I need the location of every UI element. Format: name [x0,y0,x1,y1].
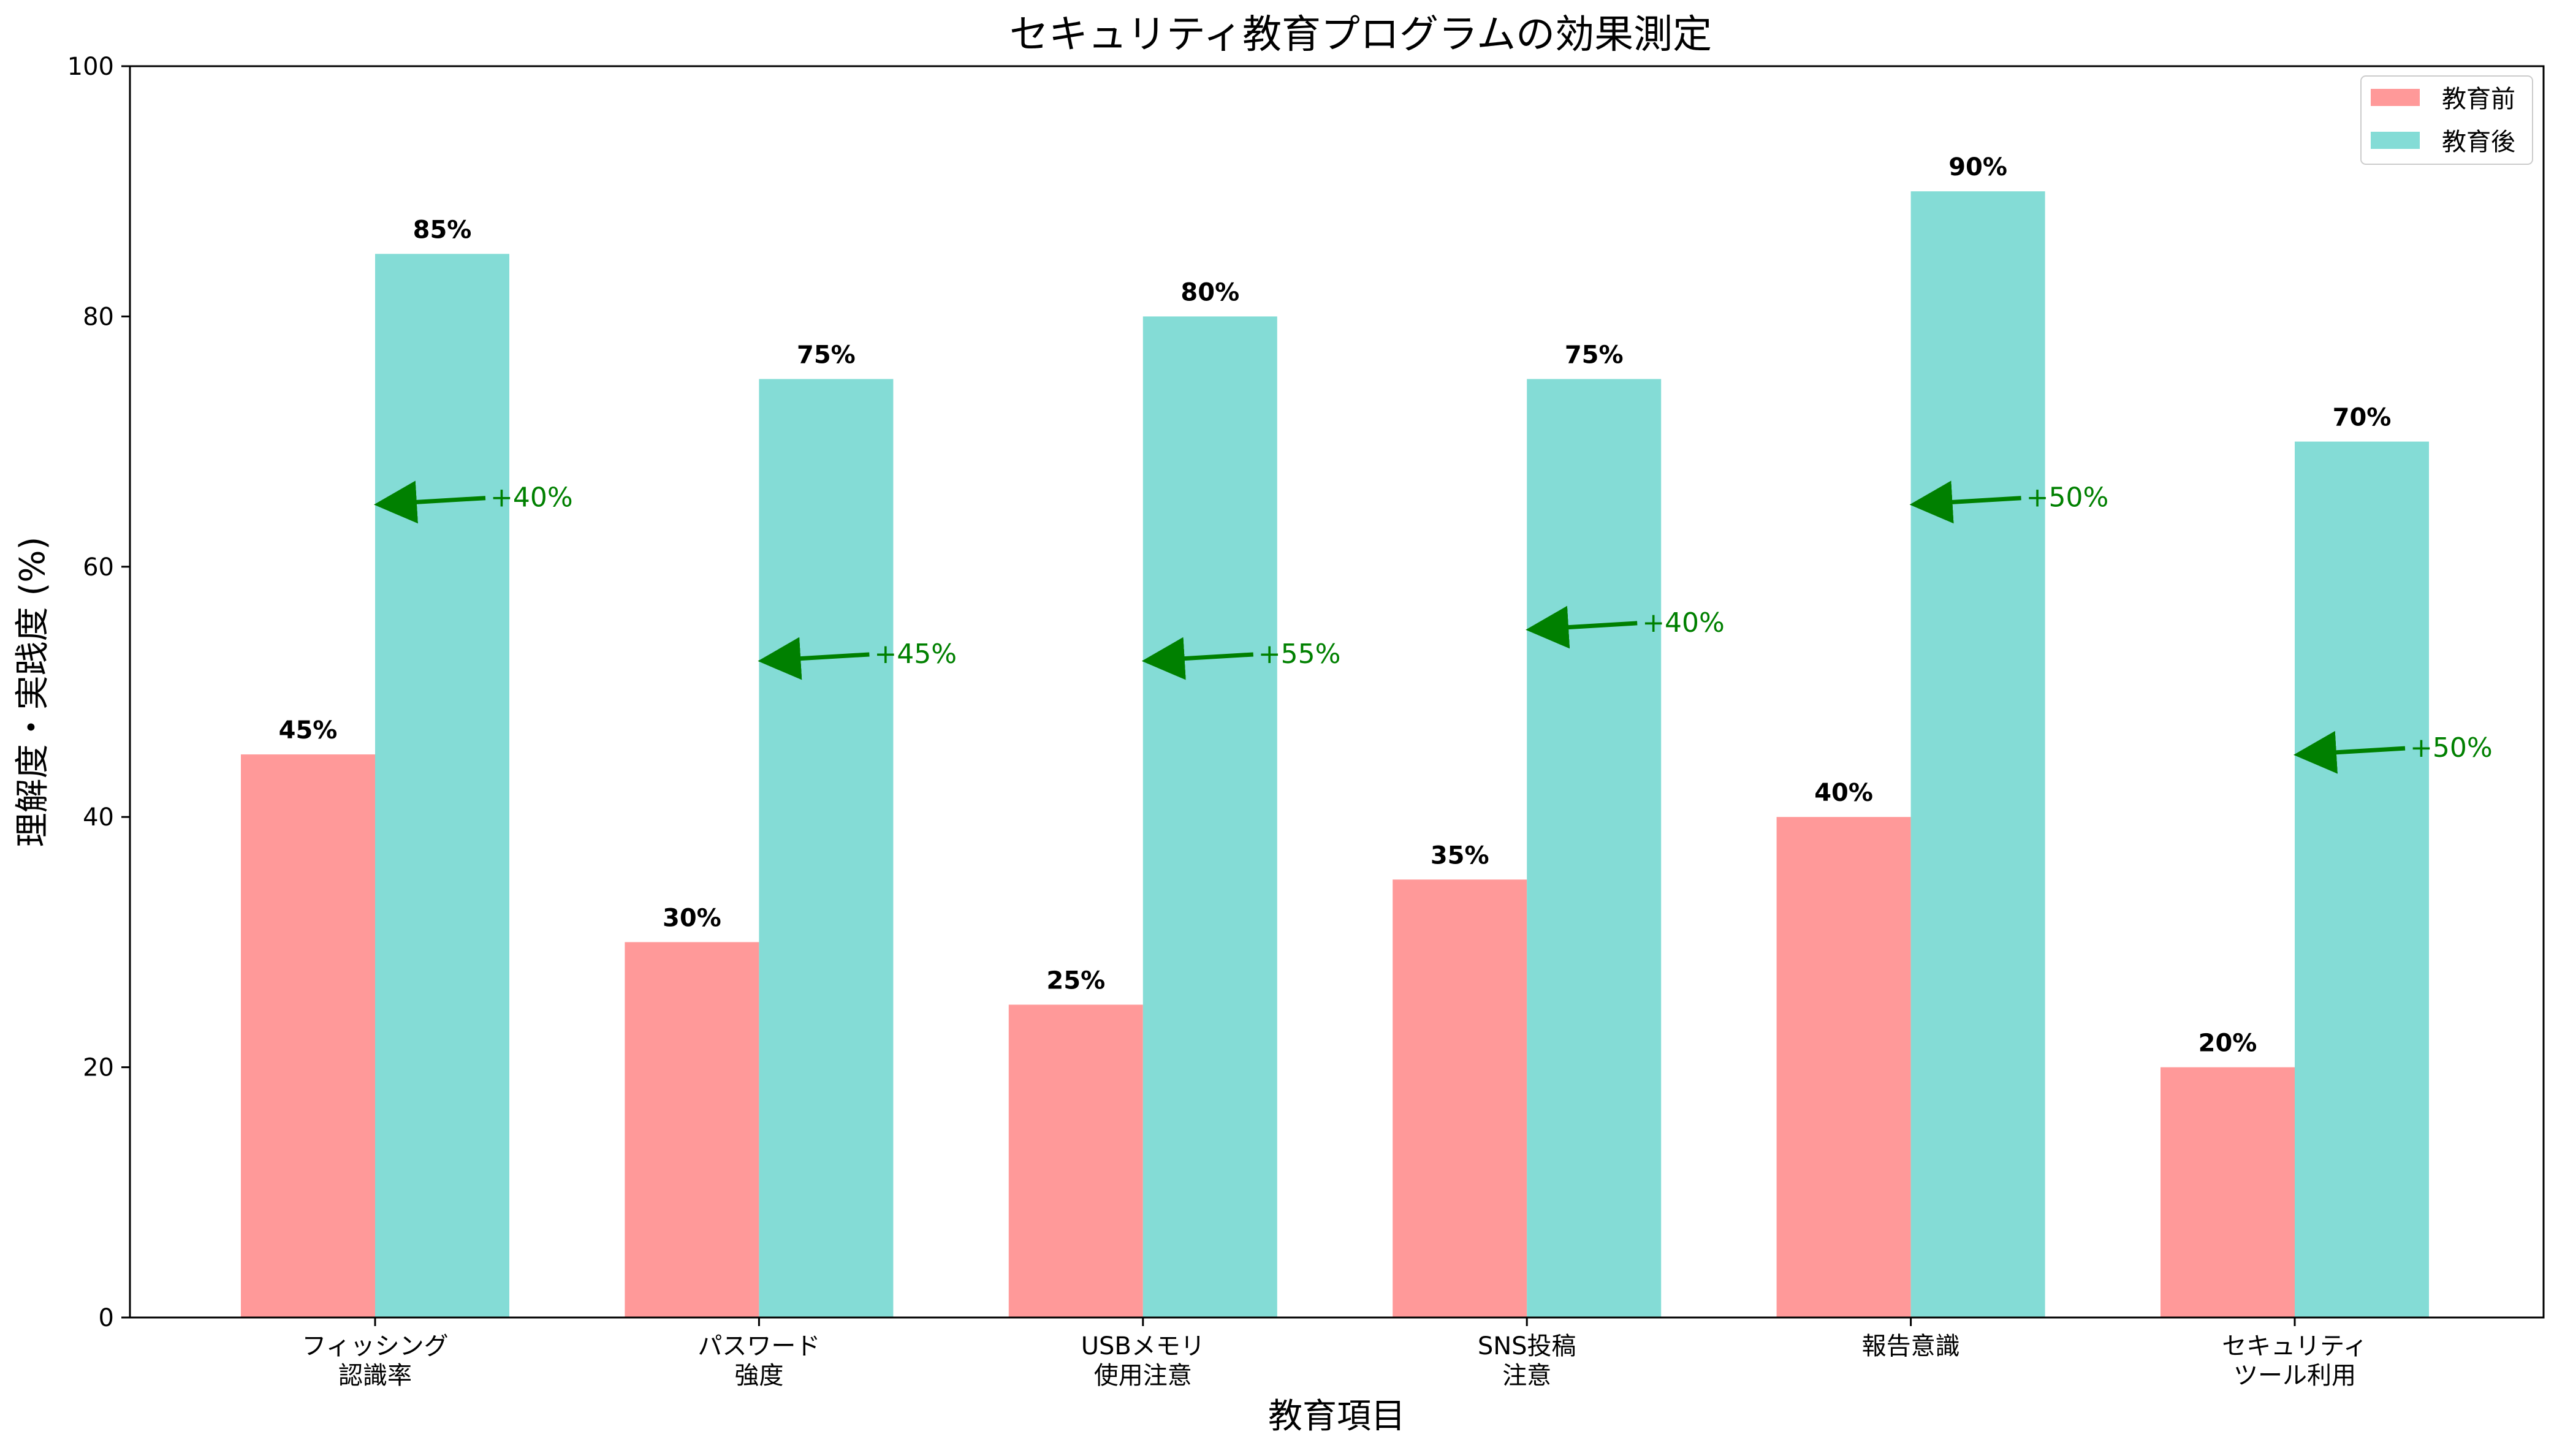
improvement-arrow [758,637,870,680]
improvement-arrow [1526,605,1638,649]
bars-group [241,191,2429,1318]
x-tick-label: 認識率 [338,1362,412,1390]
legend-label-after: 教育後 [2442,128,2515,156]
bar-labels-group: 45% 85% 30% 75% 25% 80% 35% 75% 40% 90% 20% 70% [279,153,2392,1057]
improvement-arrow [2294,730,2406,774]
bar-value-label-after: 75% [797,341,856,370]
chart-title: セキュリティ教育プログラムの効果測定 [1009,12,1712,58]
y-tick-label: 0 [99,1304,114,1332]
plot-frame [129,65,2545,1319]
annotations-group: +40% +45% +55% +40% +50% +50% [374,480,2493,774]
bar-value-label-after: 85% [413,216,472,244]
bar-value-label-after: 75% [1565,341,1624,370]
bar-value-label-after: 70% [2333,404,2392,432]
y-tick-label: 80 [83,303,114,331]
y-axis: 0 20 40 60 80 100 [67,53,130,1332]
improvement-label: +50% [2410,732,2493,764]
bar-value-label-after: 80% [1180,278,1239,306]
bar-before [1008,1004,1143,1318]
y-tick-label: 20 [83,1054,114,1082]
improvement-label: +40% [1642,607,1725,639]
bar-before [1776,817,1911,1318]
improvement-arrow [374,480,486,524]
y-tick-label: 100 [67,53,114,81]
bar-after [2295,441,2429,1318]
bar-before [241,754,375,1318]
bar-value-label-before: 40% [1814,779,1873,807]
improvement-label: +55% [1258,639,1341,670]
legend-swatch-after [2371,132,2420,149]
y-tick-label: 60 [83,553,114,582]
improvement-arrow [1909,480,2021,524]
bar-after [1527,379,1662,1318]
x-tick-label: USBメモリ [1081,1332,1205,1360]
x-tick-label: セキュリティ [2222,1332,2368,1360]
bar-value-label-before: 30% [663,904,721,932]
improvement-arrow [1141,637,1254,680]
x-tick-label: パスワード [697,1332,820,1360]
bar-before [2161,1067,2295,1318]
bar-before [625,942,759,1318]
x-tick-label: ツール利用 [2233,1362,2356,1390]
x-tick-label: 使用注意 [1094,1362,1192,1390]
improvement-label: +50% [2026,482,2109,514]
x-tick-label: 強度 [734,1362,783,1390]
bar-after [1910,191,2045,1318]
improvement-label: +45% [874,639,957,670]
legend-swatch-before [2371,89,2420,106]
bar-value-label-before: 25% [1046,967,1105,995]
bar-value-label-before: 45% [279,716,338,745]
bar-after [759,379,894,1318]
bar-value-label-before: 35% [1431,841,1489,870]
bar-value-label-after: 90% [1948,153,2007,181]
x-tick-label: 報告意識 [1862,1332,1960,1360]
x-axis-title: 教育項目 [1268,1397,1405,1436]
y-tick-label: 40 [83,803,114,832]
bar-after [1142,316,1277,1318]
x-tick-label: 注意 [1502,1362,1551,1390]
x-tick-label: SNS投稿 [1478,1332,1576,1360]
bar-after [375,254,509,1318]
bar-value-label-before: 20% [2199,1029,2257,1058]
legend-label-before: 教育前 [2442,85,2515,113]
bar-before [1393,879,1527,1318]
legend: 教育前 教育後 [2360,75,2533,165]
x-tick-label: フィッシング [302,1332,448,1360]
improvement-label: +40% [490,482,573,514]
y-axis-title: 理解度・実践度 (%) [13,537,53,847]
